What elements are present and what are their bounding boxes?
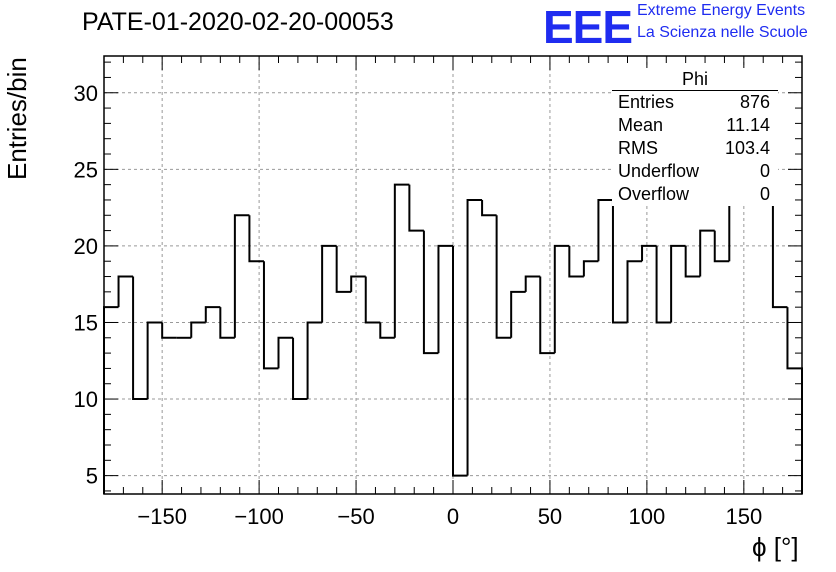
histogram-bin bbox=[670, 244, 686, 323]
histogram-bin bbox=[393, 183, 410, 338]
histogram-bin bbox=[103, 306, 119, 494]
histogram-bin bbox=[277, 336, 294, 369]
y-tick-label: 15 bbox=[74, 310, 98, 335]
chart-title: PATE-01-2020-02-20-00053 bbox=[82, 8, 394, 36]
stats-box: Phi Entries 876 Mean 11.14 RMS 103.4 Und… bbox=[612, 68, 778, 206]
plot-frame bbox=[103, 55, 803, 495]
histogram-bin bbox=[408, 184, 424, 232]
eee-logo: EEE bbox=[543, 1, 633, 53]
histogram-bin bbox=[204, 306, 221, 323]
histogram-bin bbox=[190, 321, 206, 338]
x-tick-label: 150 bbox=[725, 504, 762, 529]
y-tick-label: 5 bbox=[86, 464, 98, 489]
stats-value: 0 bbox=[759, 184, 770, 204]
stats-label: Mean bbox=[618, 115, 664, 135]
histogram-bin bbox=[655, 245, 672, 324]
stats-title: Phi bbox=[612, 68, 778, 91]
x-axis-label: ϕ [°] bbox=[752, 532, 799, 562]
histogram-bin bbox=[364, 276, 381, 324]
x-tick-label: −50 bbox=[337, 504, 374, 529]
stats-label: Underflow bbox=[618, 161, 700, 181]
histogram-bin bbox=[568, 245, 584, 278]
histogram-bin bbox=[422, 230, 439, 355]
histogram-bin bbox=[161, 322, 177, 339]
histogram-bin bbox=[437, 244, 453, 354]
y-tick-label: 30 bbox=[74, 81, 98, 106]
y-tick-label: 10 bbox=[74, 387, 98, 412]
histogram-bin bbox=[495, 215, 512, 339]
y-tick-label: 20 bbox=[74, 234, 98, 259]
histogram-bin bbox=[219, 307, 235, 339]
tick-labels: −150 −100 −50 0 50 100 150 5 10 15 20 25 30 bbox=[74, 81, 763, 529]
histogram-bin bbox=[132, 276, 148, 401]
histogram-bin bbox=[466, 198, 483, 476]
histogram-bin bbox=[146, 321, 163, 400]
stats-value: 103.4 bbox=[724, 138, 770, 158]
histogram-bin bbox=[335, 245, 352, 293]
histogram-bin bbox=[626, 260, 643, 323]
histogram-bin bbox=[262, 261, 279, 370]
x-tick-label: 50 bbox=[538, 504, 562, 529]
stats-row: RMS 103.4 bbox=[612, 137, 778, 160]
histogram-bin bbox=[641, 244, 657, 262]
stats-row: Entries 876 bbox=[612, 91, 778, 114]
histogram-bin bbox=[117, 275, 134, 308]
stats-row: Underflow 0 bbox=[612, 160, 778, 183]
y-tick-label: 25 bbox=[74, 157, 98, 182]
histogram-bin bbox=[786, 307, 803, 494]
stats-row: Mean 11.14 bbox=[612, 114, 778, 137]
histogram-bin bbox=[350, 275, 366, 292]
histogram-bin bbox=[684, 245, 701, 278]
axis-ticks bbox=[103, 56, 803, 494]
histogram-bin bbox=[524, 275, 541, 292]
histogram-bin bbox=[379, 322, 395, 339]
stats-row: Overflow 0 bbox=[612, 183, 778, 206]
stats-value: 11.14 bbox=[726, 115, 770, 135]
histogram-bin bbox=[539, 276, 555, 355]
histogram-bin bbox=[321, 244, 337, 323]
stats-value: 0 bbox=[759, 161, 770, 181]
histogram-bin bbox=[611, 199, 628, 324]
stats-label: Entries bbox=[618, 92, 675, 112]
histogram-bin bbox=[248, 215, 264, 263]
histogram-bin bbox=[481, 199, 497, 217]
histogram-bin bbox=[510, 290, 526, 338]
stats-value: 876 bbox=[739, 92, 770, 112]
histogram-bin bbox=[292, 337, 308, 401]
stats-label: Overflow bbox=[618, 184, 690, 204]
x-tick-label: 0 bbox=[447, 504, 459, 529]
stats-label: RMS bbox=[618, 138, 658, 158]
logo-subtitle-1: Extreme Energy Events bbox=[637, 2, 806, 19]
logo-subtitle-2: La Scienza nelle Scuole bbox=[637, 24, 808, 41]
histogram-bin bbox=[306, 321, 323, 400]
histogram-bin bbox=[713, 230, 730, 263]
histogram-bin bbox=[582, 260, 599, 277]
histogram-bin bbox=[597, 198, 613, 262]
histogram-bin bbox=[233, 214, 250, 338]
histogram-bin bbox=[553, 244, 570, 354]
x-tick-label: −100 bbox=[234, 504, 284, 529]
x-tick-label: 100 bbox=[629, 504, 666, 529]
histogram-bin bbox=[699, 229, 715, 277]
x-tick-label: −150 bbox=[137, 504, 187, 529]
y-axis-label: Entries/bin bbox=[2, 57, 32, 180]
histogram-bin bbox=[452, 245, 468, 477]
